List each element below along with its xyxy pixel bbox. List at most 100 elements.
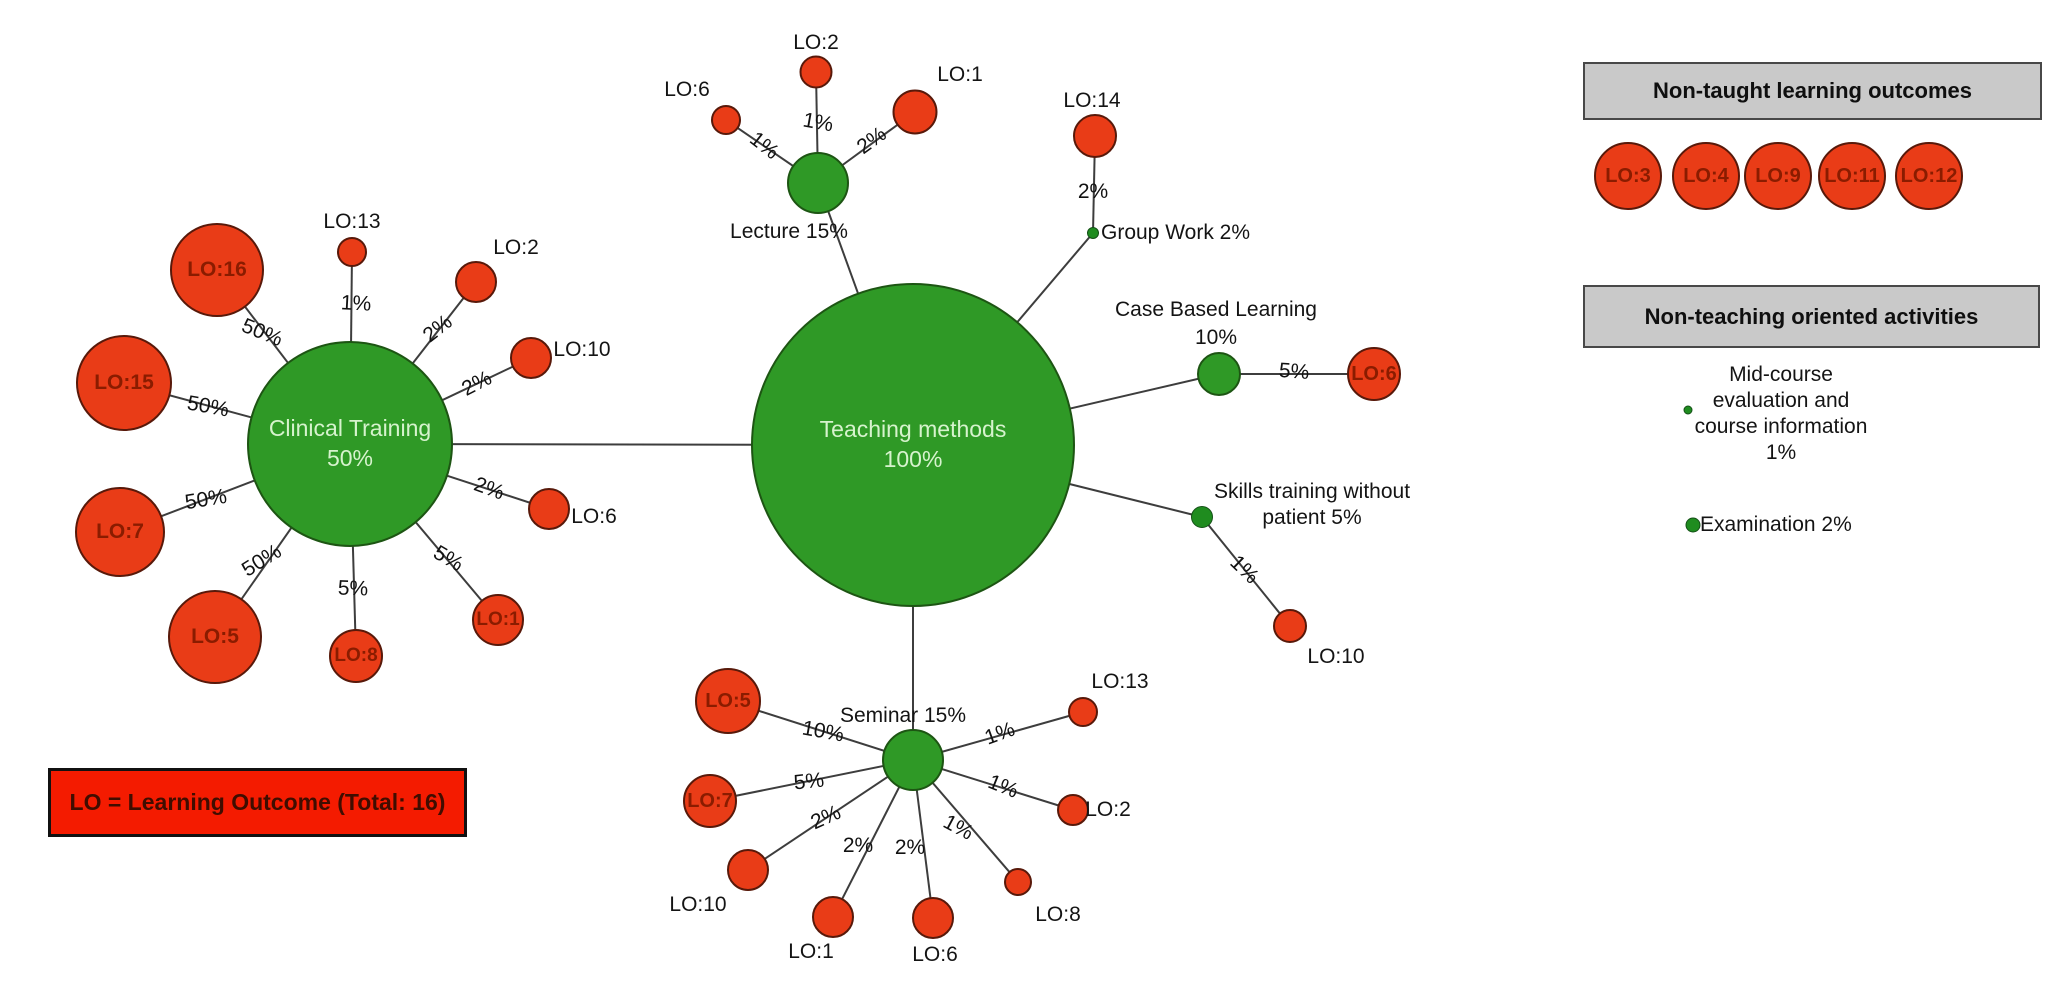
node-clinical-lo10 [510,337,552,379]
legend-lo11-label: LO:11 [1824,164,1880,187]
lecture-lo1-label: LO:1 [937,63,983,86]
node-clinical-lo6 [528,488,570,530]
lecture-lo6-label: LO:6 [664,78,710,101]
node-clinical-lo13 [337,237,367,267]
edge-label-cbl-lo6: 5% [1278,358,1310,385]
seminar-lo1-label: LO:1 [788,940,834,963]
node-clinical-lo8: LO:8 [329,629,383,683]
node-seminar-lo2 [1057,794,1089,826]
node-clinical-lo2 [455,261,497,303]
edge-label-seminar-lo1: 2% [842,834,874,857]
legend-mid-course-line2: evaluation and [1712,389,1850,412]
legend-non-teaching-title: Non-teaching oriented activities [1644,303,1979,329]
cbl-lo6-label: LO:6 [1351,362,1397,385]
node-clinical-lo5: LO:5 [168,590,262,684]
legend-non-taught-header: Non-taught learning outcomes [1583,62,2042,120]
legend-lo4-label: LO:4 [1683,164,1729,187]
seminar-lo13-label: LO:13 [1091,670,1149,693]
legend-node-lo11: LO:11 [1818,142,1886,210]
teaching-methods-label-line1: Teaching methods [819,416,1007,443]
groupwork-lo14-label: LO:14 [1063,89,1121,112]
skills-lo10-label: LO:10 [1307,645,1365,668]
node-seminar-lo10 [727,849,769,891]
legend-lo12-label: LO:12 [1900,164,1958,187]
node-lecture-lo6 [711,105,741,135]
seminar-lo7-label: LO:7 [687,789,733,812]
seminar-lo5-label: LO:5 [705,689,751,712]
seminar-lo6-label: LO:6 [912,943,958,966]
seminar-lo2-label: LO:2 [1085,798,1131,821]
node-clinical-lo1: LO:1 [472,594,524,646]
legend-mid-course-line3: course information [1694,415,1868,438]
edge-label-clinical-lo13: 1% [340,291,372,316]
node-clinical-training: Clinical Training 50% [247,341,453,547]
legend-mid-course-line1: Mid-course [1729,363,1833,386]
clinical-lo16-label: LO:16 [187,258,247,281]
node-lecture [787,152,849,214]
edge-skills-lo10 [1201,516,1291,627]
legend-non-taught-title: Non-taught learning outcomes [1653,78,1972,103]
legend-node-lo12: LO:12 [1895,142,1963,210]
node-skills-lo10 [1273,609,1307,643]
clinical-lo10-label: LO:10 [553,338,611,361]
clinical-lo15-label: LO:15 [94,371,154,394]
edge-seminar-lo10 [747,759,914,871]
node-seminar-lo1 [812,896,854,938]
node-lecture-lo2 [799,55,833,89]
edge-label-seminar-lo6: 2% [894,836,926,859]
seminar-lo8-label: LO:8 [1035,903,1081,926]
teaching-methods-label: Teaching methods 100% [820,415,1007,475]
note-box: LO = Learning Outcome (Total: 16) [48,768,467,837]
clinical-lo13-label: LO:13 [323,210,381,233]
legend-examination-label: Examination 2% [1700,513,1852,536]
case-based-learning-label-line1: Case Based Learning [1115,298,1317,321]
teaching-methods-label-line2: 100% [883,446,943,472]
node-seminar [882,729,944,791]
edge-label-groupwork-lo14: 2% [1077,180,1109,203]
node-seminar-lo6 [912,897,954,939]
legend-mid-course-label: Mid-course evaluation and course informa… [1661,362,1901,466]
node-lecture-lo1 [892,89,938,135]
legend-mid-course-dot [1683,405,1693,415]
note-box-label: LO = Learning Outcome (Total: 16) [69,789,446,815]
skills-training-label-line2: patient 5% [1262,506,1362,529]
node-clinical-lo16: LO:16 [170,223,264,317]
clinical-training-label: Clinical Training 50% [268,415,432,471]
clinical-lo2-label: LO:2 [493,236,539,259]
node-skills-training [1191,506,1213,528]
node-groupwork-lo14 [1073,114,1117,158]
clinical-lo5-label: LO:5 [191,625,239,648]
node-seminar-lo5: LO:5 [695,668,761,734]
legend-node-lo9: LO:9 [1744,142,1812,210]
clinical-lo1-label: LO:1 [476,609,520,630]
clinical-lo8-label: LO:8 [334,645,378,666]
edge-seminar-lo7 [709,759,914,802]
node-group-work [1087,227,1099,239]
node-cbl-lo6: LO:6 [1347,347,1401,401]
node-teaching-methods: Teaching methods 100% [751,283,1075,607]
node-clinical-lo7: LO:7 [75,487,165,577]
case-based-learning-label-line2: 10% [1194,326,1238,349]
legend-examination-dot [1685,517,1701,533]
lecture-label: Lecture 15% [730,220,848,243]
node-clinical-lo15: LO:15 [76,335,172,431]
lecture-lo2-label: LO:2 [793,31,839,54]
clinical-lo7-label: LO:7 [96,520,144,543]
legend-node-lo4: LO:4 [1672,142,1740,210]
legend-non-teaching-header: Non-teaching oriented activities [1583,285,2040,348]
node-seminar-lo8 [1004,868,1032,896]
legend-lo3-label: LO:3 [1605,164,1651,187]
clinical-lo6-label: LO:6 [571,505,617,528]
legend-lo9-label: LO:9 [1755,164,1801,187]
edge-label-clinical-lo8: 5% [337,576,369,601]
node-seminar-lo7: LO:7 [683,774,737,828]
edge-label-seminar-lo7: 5% [792,768,826,795]
legend-mid-course-line4: 1% [1765,441,1797,464]
skills-training-label-line1: Skills training without [1213,480,1411,503]
edge-label-lecture-lo2: 1% [801,108,836,137]
seminar-label: Seminar 15% [839,704,967,727]
seminar-lo10-label: LO:10 [669,893,727,916]
group-work-label: Group Work 2% [1101,221,1250,244]
node-case-based-learning [1197,352,1241,396]
